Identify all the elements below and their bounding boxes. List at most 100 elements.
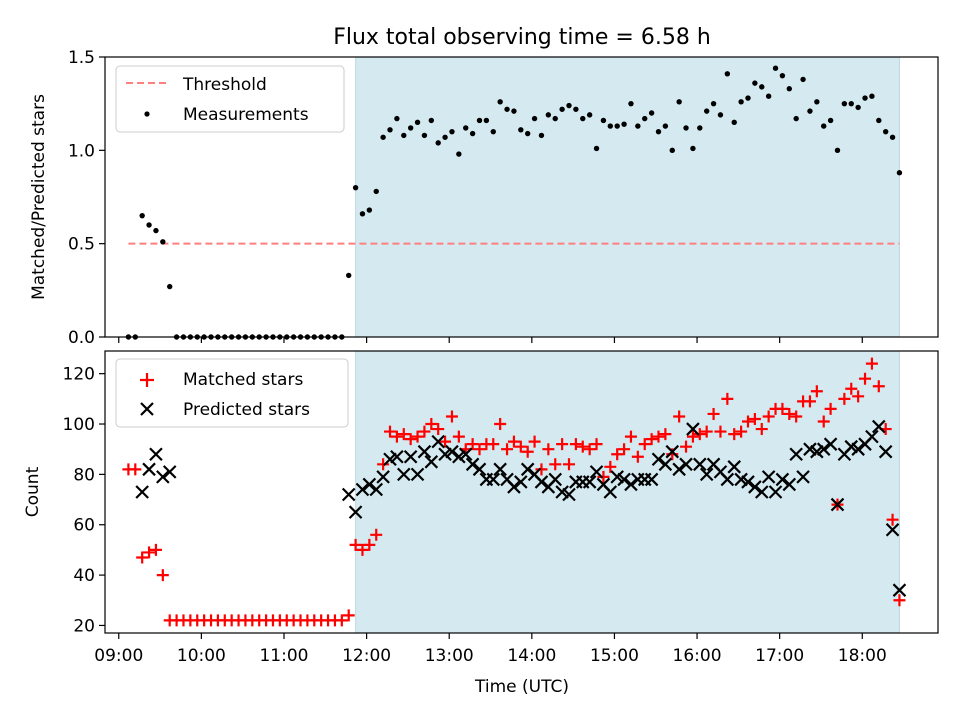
matched-star-point xyxy=(604,460,617,473)
bottom-shaded-interval xyxy=(355,351,900,633)
matched-star-point xyxy=(136,551,149,564)
matched-star-point xyxy=(156,569,169,582)
bottom-series-predicted-stars xyxy=(135,419,907,597)
matched-star-point xyxy=(583,443,596,456)
predicted-star-point xyxy=(768,485,783,499)
measurement-point xyxy=(752,80,758,86)
measurement-point xyxy=(463,125,469,131)
bottom-axes-frame xyxy=(104,350,939,634)
top-series-measurements xyxy=(125,65,903,340)
x-tick-label: 12:00 xyxy=(342,646,391,666)
matched-star-point xyxy=(363,538,376,551)
measurement-point xyxy=(139,212,145,219)
matched-star-point xyxy=(838,392,851,405)
top-axes-frame xyxy=(104,56,939,338)
measurement-point xyxy=(559,106,565,112)
matched-star-point xyxy=(425,418,438,431)
measurement-point xyxy=(793,115,799,122)
measurement-point xyxy=(731,119,737,126)
measurement-point xyxy=(552,115,558,122)
matched-star-point xyxy=(556,438,569,451)
predicted-star-point xyxy=(149,447,163,462)
top-plot-area: 0.0 0.5 1.0 1.5 xyxy=(68,48,939,348)
bottom-y-tick-label: 80 xyxy=(73,465,95,485)
matched-star-point xyxy=(810,385,823,398)
measurement-point xyxy=(483,117,490,124)
matched-star-point xyxy=(521,445,534,458)
measurement-point xyxy=(848,100,854,107)
predicted-star-point xyxy=(693,457,707,472)
matched-star-point xyxy=(638,438,651,451)
measurement-point xyxy=(469,130,476,137)
matched-star-point xyxy=(514,440,527,453)
predicted-star-point xyxy=(142,462,156,477)
measurement-point xyxy=(373,188,379,195)
measurement-point xyxy=(524,130,531,137)
measurement-point xyxy=(497,99,503,105)
predicted-star-point xyxy=(748,480,762,494)
predicted-star-point xyxy=(686,422,700,436)
measurement-point xyxy=(814,99,820,105)
matched-star-point xyxy=(411,430,424,443)
matched-star-point xyxy=(439,435,452,448)
legend-measurements-label: Measurements xyxy=(183,105,309,125)
predicted-star-point xyxy=(699,467,714,482)
bottom-y-tick-label: 40 xyxy=(73,566,95,586)
predicted-star-point xyxy=(658,457,673,472)
matched-star-point xyxy=(700,425,713,438)
measurement-point xyxy=(697,125,703,131)
measurement-point xyxy=(449,128,455,135)
bottom-y-tick-label: 20 xyxy=(73,616,95,636)
predicted-star-point xyxy=(417,444,432,459)
predicted-star-point xyxy=(403,449,418,464)
predicted-star-point xyxy=(878,444,893,459)
measurement-point xyxy=(648,110,655,116)
measurement-point xyxy=(669,147,675,154)
predicted-star-point xyxy=(872,419,886,434)
x-tick-label: 11:00 xyxy=(259,646,308,666)
measurement-point xyxy=(435,140,441,146)
matched-star-point xyxy=(817,415,830,428)
matched-star-point xyxy=(631,450,644,463)
matched-star-point xyxy=(356,543,369,556)
measurement-point xyxy=(442,134,448,140)
predicted-star-point xyxy=(823,437,838,451)
predicted-star-point xyxy=(458,447,473,462)
predicted-star-point xyxy=(431,434,445,449)
top-y-axis-label: Matched/Predicted stars xyxy=(29,94,49,300)
matched-star-point xyxy=(590,438,603,451)
measurement-point xyxy=(683,125,689,131)
x-tick-label: 16:00 xyxy=(673,646,722,666)
measurement-point xyxy=(511,108,517,114)
measurement-point xyxy=(600,117,607,124)
matched-star-point xyxy=(535,463,548,476)
matched-star-point xyxy=(893,594,906,607)
measurement-point xyxy=(807,108,813,114)
measurement-point xyxy=(428,117,435,124)
bottom-y-tick-label: 60 xyxy=(73,516,95,536)
matched-star-point xyxy=(741,415,754,428)
matched-star-point xyxy=(542,443,555,456)
measurement-point xyxy=(710,100,717,107)
measurement-point xyxy=(635,123,641,129)
matched-star-point xyxy=(370,528,383,541)
predicted-star-point xyxy=(624,477,638,492)
measurement-point xyxy=(786,86,792,92)
matched-star-point xyxy=(404,433,417,446)
predicted-star-point xyxy=(341,487,356,502)
measurement-point xyxy=(862,95,868,101)
measurement-point xyxy=(690,145,696,152)
bottom-panel: 20 40 60 80 100 120 09:00 10:00 11:00 12:00 13:00 1… xyxy=(23,350,939,697)
measurement-point xyxy=(146,222,152,228)
predicted-star-point xyxy=(397,467,411,482)
predicted-star-point xyxy=(816,442,831,456)
measurement-point xyxy=(869,93,875,99)
matched-star-point xyxy=(563,458,576,471)
predicted-star-point xyxy=(520,462,535,477)
measurement-point xyxy=(456,151,462,157)
matched-star-point xyxy=(576,440,589,453)
matched-star-point xyxy=(652,430,665,443)
predicted-star-point xyxy=(672,462,686,477)
measurement-point xyxy=(628,100,634,107)
